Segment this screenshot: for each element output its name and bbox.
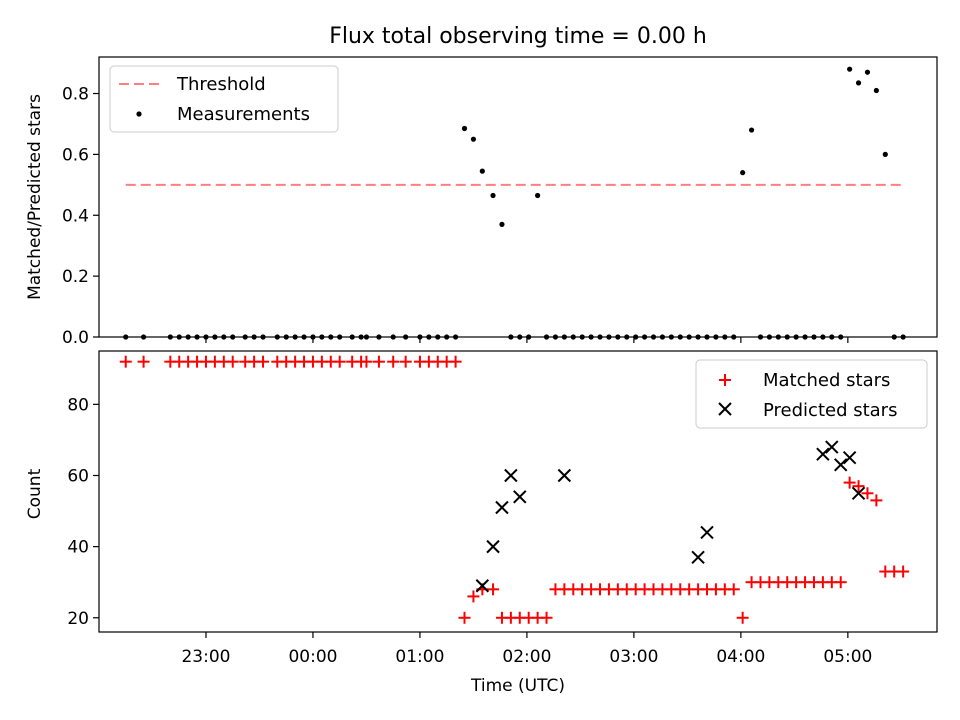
predicted-star-point (486, 539, 500, 554)
predicted-star-point (513, 490, 527, 504)
matched-star-point (387, 355, 400, 368)
matched-star-point (137, 355, 150, 368)
measurement-point (748, 127, 755, 133)
x-tick-label: 02:00 (502, 647, 551, 667)
top-y-tick-label: 0.6 (62, 145, 89, 165)
predicted-star-point (851, 486, 866, 500)
legend-measurements-label: Measurements (177, 104, 310, 125)
bottom-axes-frame (98, 350, 938, 633)
matched-star-point (540, 611, 553, 624)
matched-star-point (467, 590, 480, 603)
bottom-y-tick-label: 80 (67, 395, 89, 415)
x-tick-label: 03:00 (609, 647, 658, 667)
x-tick-label: 01:00 (395, 647, 444, 667)
matched-star-point (372, 355, 385, 368)
matched-star-point (843, 476, 856, 489)
x-tick-label: 05:00 (823, 647, 872, 667)
x-axis-label: Time (UTC) (470, 676, 565, 696)
x-tick-label: 23:00 (181, 647, 230, 667)
measurement-point (535, 192, 541, 199)
predicted-star-point (691, 550, 705, 565)
measurement-point (855, 80, 862, 86)
matched-star-point (736, 611, 749, 624)
x-tick-label: 00:00 (288, 647, 337, 667)
matched-star-point (852, 480, 865, 493)
matched-star-point (870, 494, 883, 507)
top-y-tick-label: 0.2 (62, 267, 89, 287)
x-tick-label: 04:00 (716, 647, 765, 667)
chart-title: Flux total observing time = 0.00 h (329, 24, 707, 49)
bottom-legend: Matched stars Predicted stars (695, 359, 928, 429)
measurement-point (882, 151, 888, 157)
matched-star-point (487, 583, 500, 596)
top-panel: 0.00.20.40.60.8 Matched/Predicted stars … (25, 56, 938, 348)
legend-threshold-label: Threshold (176, 74, 266, 95)
predicted-star-point (504, 468, 518, 483)
matched-star-point (449, 355, 462, 368)
bottom-y-tick-label: 20 (67, 609, 89, 629)
matched-star-point (897, 565, 910, 578)
top-y-axis-label: Matched/Predicted stars (25, 94, 45, 300)
measurement-point (479, 168, 485, 174)
bottom-panel: 20 40 60 80 23:00 00:00 01:00 02:00 03:00 04:00 0… (25, 350, 938, 696)
matched-star-point (399, 355, 412, 368)
legend-matched-label: Matched stars (763, 370, 890, 391)
bottom-y-axis-label: Count (25, 468, 45, 519)
predicted-star-point (475, 579, 490, 593)
predicted-star-point (700, 525, 714, 540)
top-axes-frame (98, 56, 938, 338)
matched-star-point (119, 355, 132, 368)
legend-predicted-swatch (718, 402, 732, 416)
matched-star-point (226, 355, 239, 368)
predicted-star-point (825, 440, 839, 454)
measurement-point (847, 66, 853, 72)
top-y-tick-label: 0.4 (62, 206, 89, 226)
predicted-star-point (816, 447, 830, 461)
matched-star-point (834, 576, 847, 589)
matched-star-point (458, 611, 471, 624)
predicted-star-point (834, 458, 848, 472)
predicted-star-point (842, 451, 857, 465)
bottom-y-tick-label: 40 (67, 538, 89, 558)
matched-star-point (360, 355, 373, 368)
predicted-star-point (557, 468, 572, 483)
measurement-point (499, 221, 505, 227)
top-y-tick-label: 0.8 (62, 85, 89, 105)
legend-measurements-swatch (136, 111, 142, 117)
legend-predicted-label: Predicted stars (763, 400, 897, 421)
measurement-point (873, 87, 879, 94)
measurement-point (461, 125, 468, 132)
top-legend: Threshold Measurements (109, 65, 339, 133)
measurement-point (490, 192, 496, 199)
bottom-y-tick-label: 60 (67, 466, 89, 486)
legend-matched-swatch (719, 374, 731, 386)
measurement-point (470, 136, 477, 142)
matched-star-point (257, 355, 270, 368)
top-y-tick-label: 0.0 (62, 328, 89, 348)
measurement-point (864, 69, 871, 75)
predicted-star-point (495, 500, 509, 515)
matched-star-point (333, 355, 346, 368)
matched-star-point (861, 487, 874, 500)
measurement-point (740, 170, 746, 176)
matched-star-point (727, 583, 740, 596)
